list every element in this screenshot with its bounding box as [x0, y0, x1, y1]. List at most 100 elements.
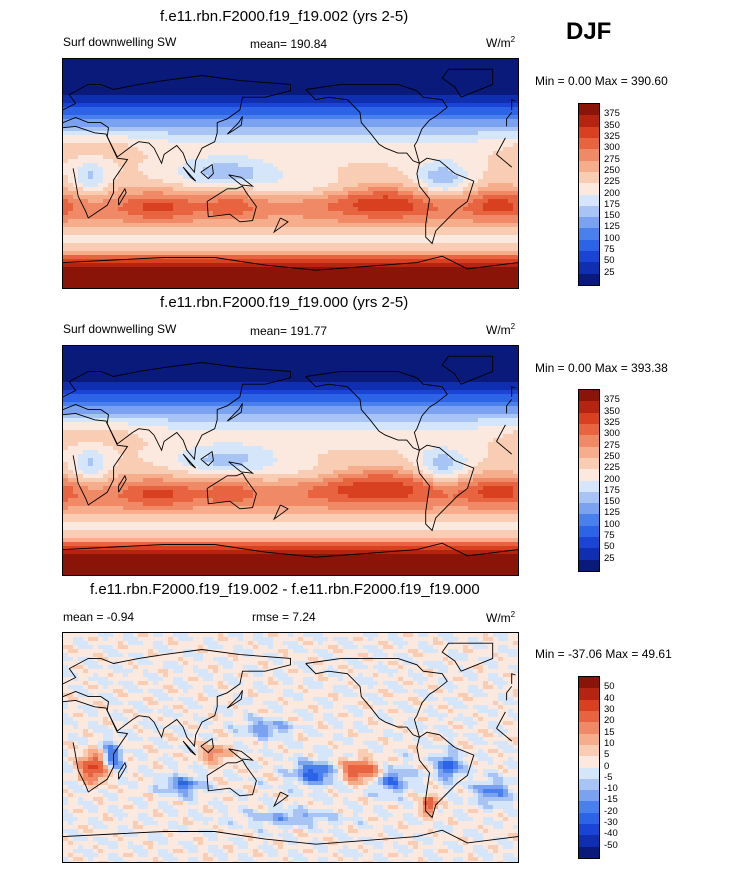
heatmap-cell	[503, 87, 509, 92]
heatmap-cell	[248, 179, 254, 184]
heatmap-cell	[453, 179, 459, 184]
heatmap-cell	[373, 119, 379, 124]
heatmap-cell	[103, 83, 109, 88]
heatmap-cell	[278, 99, 284, 104]
heatmap-cell	[373, 243, 379, 248]
heatmap-cell	[358, 123, 364, 128]
heatmap-cell	[118, 255, 124, 260]
heatmap-cell	[478, 211, 484, 216]
heatmap-cell	[128, 179, 134, 184]
heatmap-cell	[458, 123, 464, 128]
heatmap-cell	[63, 223, 69, 228]
heatmap-cell	[408, 255, 414, 260]
heatmap-cell	[193, 87, 199, 92]
heatmap-cell	[63, 187, 69, 192]
heatmap-cell	[333, 139, 339, 144]
heatmap-cell	[143, 83, 149, 88]
heatmap-cell	[188, 259, 194, 264]
heatmap-cell	[123, 227, 129, 232]
heatmap-cell	[73, 259, 79, 264]
heatmap-cell	[483, 175, 489, 180]
heatmap-cell	[158, 63, 164, 68]
heatmap-cell	[508, 199, 514, 204]
heatmap-cell	[223, 251, 229, 256]
heatmap-cell	[153, 103, 159, 108]
heatmap-cell	[353, 223, 359, 228]
heatmap-cell	[468, 227, 474, 232]
heatmap-cell	[313, 115, 319, 120]
heatmap-cell	[433, 187, 439, 192]
heatmap-cell	[233, 203, 239, 208]
heatmap-cell	[453, 259, 459, 264]
heatmap-cell	[468, 159, 474, 164]
heatmap-cell	[208, 231, 214, 236]
heatmap-cell	[443, 159, 449, 164]
heatmap-cell	[448, 167, 454, 172]
heatmap-cell	[408, 227, 414, 232]
heatmap-cell	[278, 223, 284, 228]
heatmap-cell	[368, 275, 374, 280]
heatmap-cell	[163, 235, 169, 240]
heatmap-cell	[503, 227, 509, 232]
heatmap-cell	[83, 211, 89, 216]
heatmap-cell	[368, 95, 374, 100]
heatmap-cell	[453, 75, 459, 80]
heatmap-cell	[168, 111, 174, 116]
heatmap-cell	[458, 227, 464, 232]
heatmap-cell	[348, 207, 354, 212]
heatmap-cell	[158, 275, 164, 280]
heatmap-cell	[473, 215, 479, 220]
heatmap-cell	[303, 163, 309, 168]
heatmap-cell	[253, 219, 259, 224]
heatmap-cell	[433, 207, 439, 212]
heatmap-cell	[478, 63, 484, 68]
heatmap-cell	[453, 159, 459, 164]
heatmap-cell	[388, 171, 394, 176]
heatmap-cell	[138, 263, 144, 268]
heatmap-cell	[243, 207, 249, 212]
heatmap-cell	[418, 147, 424, 152]
heatmap-cell	[363, 191, 369, 196]
heatmap-cell	[463, 243, 469, 248]
heatmap-cell	[298, 135, 304, 140]
heatmap-cell	[433, 259, 439, 264]
heatmap-cell	[453, 223, 459, 228]
heatmap-cell	[303, 67, 309, 72]
heatmap-cell	[168, 87, 174, 92]
heatmap-cell	[498, 151, 504, 156]
heatmap-cell	[143, 267, 149, 272]
heatmap-cell	[258, 147, 264, 152]
heatmap-cell	[168, 63, 174, 68]
heatmap-cell	[368, 59, 374, 64]
heatmap-cell	[263, 123, 269, 128]
heatmap-cell	[288, 151, 294, 156]
heatmap-cell	[153, 83, 159, 88]
heatmap-cell	[153, 127, 159, 132]
heatmap-cell	[328, 83, 334, 88]
heatmap-cell	[378, 59, 384, 64]
heatmap-cell	[313, 171, 319, 176]
heatmap-cell	[163, 175, 169, 180]
heatmap-cell	[508, 239, 514, 244]
heatmap-cell	[173, 111, 179, 116]
heatmap-cell	[293, 255, 299, 260]
heatmap-cell	[443, 183, 449, 188]
heatmap-cell	[268, 227, 274, 232]
heatmap-cell	[313, 223, 319, 228]
heatmap-cell	[268, 83, 274, 88]
heatmap-cell	[118, 143, 124, 148]
heatmap-cell	[438, 271, 444, 276]
heatmap-cell	[148, 91, 154, 96]
heatmap-cell	[378, 67, 384, 72]
heatmap-cell	[343, 199, 349, 204]
heatmap-cell	[253, 155, 259, 160]
heatmap-cell	[218, 147, 224, 152]
heatmap-cell	[253, 159, 259, 164]
heatmap-cell	[343, 75, 349, 80]
heatmap-cell	[498, 127, 504, 132]
heatmap-cell	[118, 243, 124, 248]
heatmap-cell	[318, 91, 324, 96]
heatmap-cell	[458, 235, 464, 240]
heatmap-cell	[78, 63, 84, 68]
heatmap-cell	[133, 119, 139, 124]
